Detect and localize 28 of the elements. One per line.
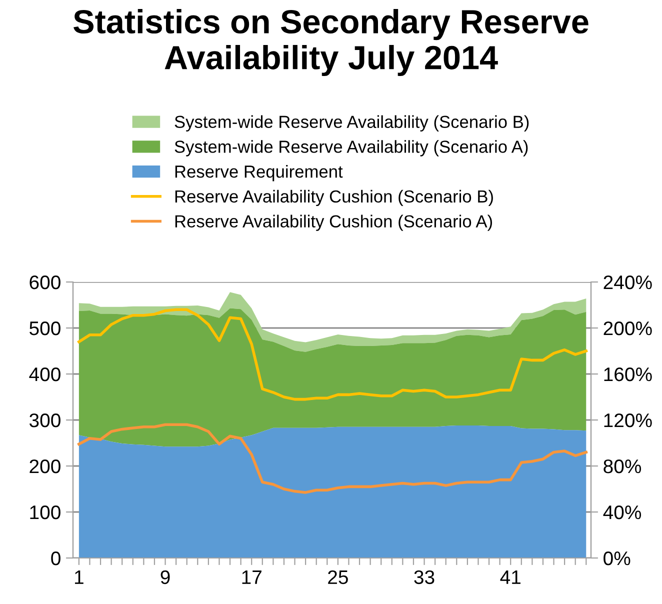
legend-label: System-wide Reserve Availability (Scenario A): [174, 140, 528, 156]
y-tick-label: 400: [29, 367, 60, 382]
chart-title: Statistics on Secondary Reserve Availability July 2014: [74, 9, 588, 76]
x-tick-label: 9: [160, 570, 170, 584]
y2-tick-label: 40%: [603, 505, 642, 520]
x-tick-label: 25: [328, 570, 348, 584]
y2-tick-label: 120%: [604, 413, 652, 428]
legend-label: System-wide Reserve Availability (Scenario B): [174, 115, 529, 132]
legend-label: Reserve Availability Cushion (Scenario A): [175, 214, 492, 231]
y2-tick-label: 200%: [604, 321, 652, 336]
x-tick-label: 17: [242, 570, 262, 584]
y2-tick-label: 80%: [604, 459, 642, 474]
legend-label: Reserve Requirement: [175, 165, 343, 182]
y-tick-label: 500: [30, 321, 60, 336]
y-tick-label: 200: [30, 459, 60, 474]
y-tick-label: 600: [30, 275, 60, 290]
y2-tick-label: 240%: [604, 275, 652, 290]
y-tick-label: 300: [29, 413, 60, 428]
y-tick-label: 100: [30, 505, 60, 520]
legend-label: Reserve Availability Cushion (Scenario B): [175, 190, 493, 206]
x-tick-label: 1: [75, 570, 84, 584]
y-tick-label: 0: [51, 551, 60, 566]
x-tick-label: 33: [414, 570, 434, 584]
y2-tick-label: 0%: [604, 551, 630, 566]
line-series: [78, 423, 588, 494]
y2-tick-label: 160%: [604, 367, 652, 382]
x-tick-label: 41: [500, 570, 520, 584]
line-series: [78, 308, 588, 401]
